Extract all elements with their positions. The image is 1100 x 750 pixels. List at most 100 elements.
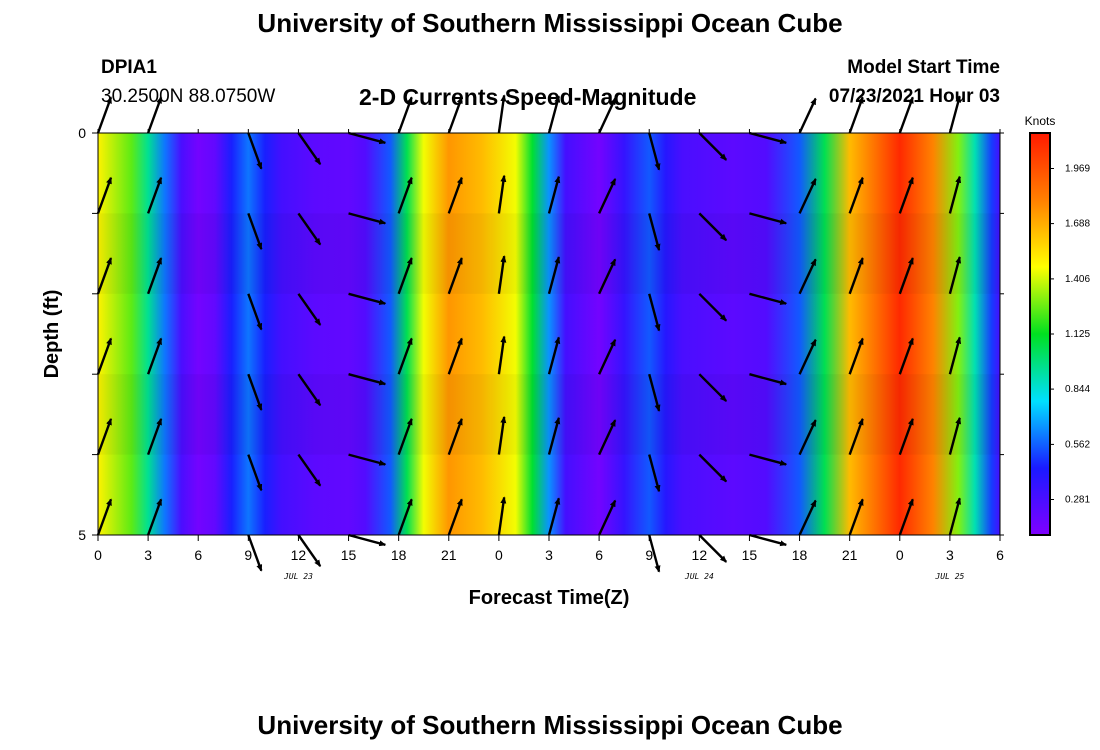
x-tick-label: 18 bbox=[792, 547, 808, 563]
y-axis-label: Depth (ft) bbox=[41, 290, 63, 379]
x-tick-label: 6 bbox=[194, 547, 202, 563]
current-arrow bbox=[96, 96, 113, 134]
current-arrow bbox=[749, 453, 788, 466]
current-arrow bbox=[397, 176, 413, 214]
current-arrow bbox=[146, 417, 163, 456]
current-arrow bbox=[698, 534, 728, 563]
current-arrow bbox=[948, 256, 962, 295]
current-arrow bbox=[96, 257, 113, 295]
current-arrow bbox=[247, 132, 263, 170]
current-arrow bbox=[447, 96, 463, 134]
current-arrow bbox=[848, 417, 864, 456]
current-arrow bbox=[798, 97, 817, 134]
colorbar-tick-label: 0.562 bbox=[1065, 439, 1090, 450]
current-arrow bbox=[798, 178, 817, 214]
current-arrow bbox=[96, 417, 113, 456]
current-arrow bbox=[397, 417, 413, 456]
x-tick-label: 6 bbox=[996, 547, 1004, 563]
x-tick-label: 12 bbox=[692, 547, 708, 563]
current-arrow bbox=[447, 417, 463, 456]
current-arrow bbox=[798, 499, 817, 536]
current-arrow bbox=[497, 94, 507, 134]
current-arrow bbox=[749, 131, 788, 145]
current-arrow bbox=[547, 416, 561, 455]
current-arrow bbox=[898, 337, 914, 375]
current-arrow bbox=[348, 453, 387, 466]
current-arrow bbox=[598, 419, 617, 456]
current-arrow bbox=[497, 496, 507, 536]
current-arrow bbox=[397, 498, 413, 536]
current-arrow bbox=[297, 373, 322, 407]
x-tick-label: 15 bbox=[341, 547, 357, 563]
x-tick-label: 18 bbox=[391, 547, 407, 563]
x-tick-label: 0 bbox=[896, 547, 904, 563]
current-arrow bbox=[547, 95, 561, 134]
date-label: JUL 25 bbox=[934, 572, 964, 581]
x-tick-label: 0 bbox=[94, 547, 102, 563]
x-tick-label: 12 bbox=[291, 547, 307, 563]
x-tick-label: 3 bbox=[144, 547, 152, 563]
colorbar-label: Knots bbox=[1025, 114, 1056, 128]
current-arrow bbox=[297, 132, 322, 165]
current-arrow bbox=[497, 255, 507, 294]
current-arrow bbox=[247, 212, 263, 251]
current-arrow bbox=[247, 454, 263, 492]
current-arrow bbox=[146, 498, 163, 536]
current-arrow bbox=[749, 292, 788, 305]
current-arrow bbox=[348, 373, 387, 386]
chart-title: 2-D Currents Speed-Magnitude bbox=[359, 84, 697, 110]
current-arrow bbox=[848, 337, 864, 375]
current-arrow bbox=[698, 212, 728, 242]
current-arrow bbox=[749, 373, 788, 386]
current-arrow bbox=[497, 174, 507, 214]
station-id: DPIA1 bbox=[101, 57, 157, 78]
date-label: JUL 24 bbox=[684, 572, 714, 581]
current-arrow bbox=[798, 258, 817, 295]
current-arrow bbox=[397, 96, 413, 134]
current-arrow bbox=[948, 497, 962, 536]
current-arrow bbox=[598, 258, 617, 295]
model-start-label: Model Start Time bbox=[847, 57, 1000, 78]
current-arrow bbox=[547, 336, 561, 375]
current-arrow bbox=[497, 415, 507, 455]
current-arrow bbox=[898, 417, 914, 456]
current-arrow bbox=[848, 96, 864, 134]
current-arrow bbox=[648, 534, 661, 573]
current-arrow bbox=[648, 454, 661, 493]
current-arrow bbox=[96, 337, 113, 375]
current-arrow bbox=[648, 213, 661, 252]
current-arrow bbox=[297, 453, 322, 487]
current-arrow bbox=[898, 498, 914, 536]
x-tick-label: 9 bbox=[244, 547, 252, 563]
colorbar-tick-label: 1.688 bbox=[1065, 219, 1090, 230]
footer-title: University of Southern Mississippi Ocean… bbox=[257, 710, 843, 740]
colorbar-tick-label: 1.406 bbox=[1065, 274, 1090, 285]
current-arrow bbox=[598, 97, 617, 134]
current-arrow bbox=[948, 175, 962, 214]
current-arrow bbox=[749, 212, 788, 225]
current-arrow bbox=[297, 212, 322, 246]
current-arrow bbox=[598, 338, 617, 375]
current-arrow bbox=[297, 534, 322, 567]
x-axis-label: Forecast Time(Z) bbox=[469, 587, 630, 609]
current-arrow bbox=[146, 337, 163, 375]
current-arrow bbox=[698, 373, 728, 402]
page-title: University of Southern Mississippi Ocean… bbox=[257, 8, 843, 38]
y-tick-label: 5 bbox=[78, 527, 86, 543]
colorbar-tick-label: 1.969 bbox=[1065, 163, 1090, 174]
current-arrow bbox=[348, 212, 387, 225]
current-arrow bbox=[247, 373, 263, 411]
current-arrow bbox=[146, 257, 163, 295]
current-arrow bbox=[948, 416, 962, 455]
current-arrow bbox=[698, 132, 728, 161]
depth-band bbox=[98, 213, 1000, 294]
x-tick-label: 0 bbox=[495, 547, 503, 563]
current-arrow bbox=[447, 498, 463, 536]
current-arrow bbox=[898, 257, 914, 295]
current-arrow bbox=[146, 96, 163, 134]
current-arrow bbox=[648, 373, 661, 412]
colorbar-tick-label: 0.844 bbox=[1065, 384, 1090, 395]
colorbar bbox=[1029, 132, 1051, 536]
current-arrow bbox=[698, 453, 728, 483]
